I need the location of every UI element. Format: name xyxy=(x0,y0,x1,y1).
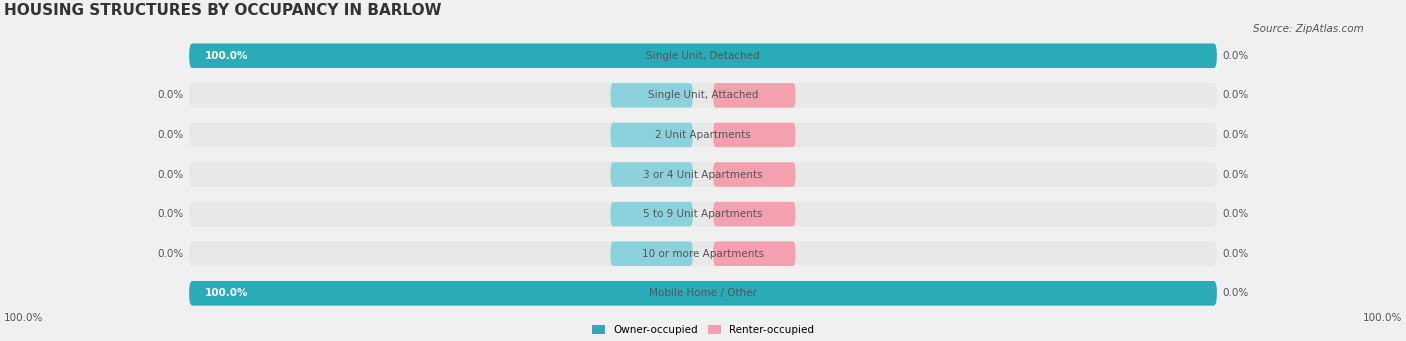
FancyBboxPatch shape xyxy=(713,123,796,147)
Text: Single Unit, Attached: Single Unit, Attached xyxy=(648,90,758,100)
Text: 0.0%: 0.0% xyxy=(157,169,184,180)
FancyBboxPatch shape xyxy=(713,83,796,108)
Text: 0.0%: 0.0% xyxy=(1222,169,1249,180)
Text: 0.0%: 0.0% xyxy=(157,209,184,219)
Text: 0.0%: 0.0% xyxy=(1222,51,1249,61)
Text: Source: ZipAtlas.com: Source: ZipAtlas.com xyxy=(1253,24,1364,34)
Text: 0.0%: 0.0% xyxy=(1222,209,1249,219)
FancyBboxPatch shape xyxy=(190,241,1216,266)
Text: 5 to 9 Unit Apartments: 5 to 9 Unit Apartments xyxy=(644,209,762,219)
Text: 10 or more Apartments: 10 or more Apartments xyxy=(643,249,763,259)
Text: 0.0%: 0.0% xyxy=(157,90,184,100)
Text: Single Unit, Detached: Single Unit, Detached xyxy=(647,51,759,61)
FancyBboxPatch shape xyxy=(190,83,1216,108)
FancyBboxPatch shape xyxy=(190,162,1216,187)
Text: 0.0%: 0.0% xyxy=(1222,130,1249,140)
Text: 0.0%: 0.0% xyxy=(1222,249,1249,259)
FancyBboxPatch shape xyxy=(190,44,1216,68)
FancyBboxPatch shape xyxy=(610,123,693,147)
FancyBboxPatch shape xyxy=(190,281,1216,306)
FancyBboxPatch shape xyxy=(190,44,1216,68)
Text: 100.0%: 100.0% xyxy=(204,288,247,298)
Text: HOUSING STRUCTURES BY OCCUPANCY IN BARLOW: HOUSING STRUCTURES BY OCCUPANCY IN BARLO… xyxy=(4,3,441,18)
FancyBboxPatch shape xyxy=(713,202,796,226)
FancyBboxPatch shape xyxy=(190,123,1216,147)
FancyBboxPatch shape xyxy=(610,162,693,187)
FancyBboxPatch shape xyxy=(190,202,1216,226)
Legend: Owner-occupied, Renter-occupied: Owner-occupied, Renter-occupied xyxy=(588,321,818,339)
Text: 0.0%: 0.0% xyxy=(1222,288,1249,298)
Text: 100.0%: 100.0% xyxy=(1362,313,1402,323)
Text: Mobile Home / Other: Mobile Home / Other xyxy=(650,288,756,298)
FancyBboxPatch shape xyxy=(610,202,693,226)
Text: 3 or 4 Unit Apartments: 3 or 4 Unit Apartments xyxy=(643,169,763,180)
FancyBboxPatch shape xyxy=(610,241,693,266)
Text: 0.0%: 0.0% xyxy=(1222,90,1249,100)
Text: 0.0%: 0.0% xyxy=(157,249,184,259)
FancyBboxPatch shape xyxy=(190,281,1216,306)
FancyBboxPatch shape xyxy=(713,162,796,187)
FancyBboxPatch shape xyxy=(610,83,693,108)
Text: 2 Unit Apartments: 2 Unit Apartments xyxy=(655,130,751,140)
Text: 0.0%: 0.0% xyxy=(157,130,184,140)
FancyBboxPatch shape xyxy=(713,241,796,266)
Text: 100.0%: 100.0% xyxy=(204,51,247,61)
Text: 100.0%: 100.0% xyxy=(4,313,44,323)
